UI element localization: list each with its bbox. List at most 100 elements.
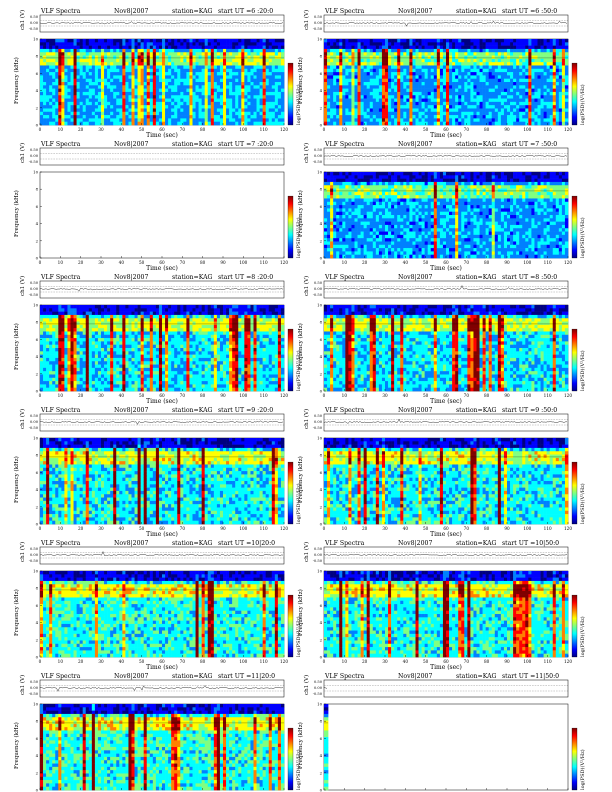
- spectrogram-cell: [95, 99, 98, 103]
- spectrogram-cell: [52, 108, 55, 112]
- spectrogram-cell: [138, 102, 141, 106]
- spectrogram-cell: [107, 115, 110, 119]
- spectrogram-cell: [104, 108, 107, 112]
- spectrogram-cell: [101, 52, 104, 56]
- spectrogram-cell: [95, 75, 98, 79]
- spectrogram-cell: [211, 118, 214, 122]
- spectrogram-cell: [49, 65, 52, 69]
- spectrogram-cell: [122, 46, 125, 50]
- spectrogram-cell: [119, 108, 122, 112]
- spectrogram-cell: [40, 72, 43, 76]
- spectrogram-cell: [80, 49, 83, 53]
- spectrogram-cell: [159, 82, 162, 86]
- spectrogram-cell: [77, 65, 80, 69]
- spectrogram-cell: [125, 59, 128, 63]
- spectrogram-cell: [46, 85, 49, 89]
- spectrogram-cell: [92, 39, 95, 43]
- spectrogram-cell: [238, 49, 241, 53]
- spectrogram-cell: [138, 85, 141, 89]
- spectrogram-cell: [89, 99, 92, 103]
- spectrogram-cell: [132, 112, 135, 116]
- spectrogram-cell: [71, 115, 74, 119]
- spectrogram-cell: [113, 46, 116, 50]
- spectrogram-cell: [74, 46, 77, 50]
- spectrogram-cell: [144, 42, 147, 46]
- spectrogram-cell: [202, 65, 205, 69]
- spectrogram-cell: [95, 79, 98, 83]
- spectrogram-cell: [89, 65, 92, 69]
- spectrogram-cell: [74, 39, 77, 43]
- spectrogram-cell: [138, 95, 141, 99]
- spectrogram-cell: [119, 62, 122, 66]
- spectrogram-cell: [89, 49, 92, 53]
- spectrogram-cell: [58, 99, 61, 103]
- spectrogram-cell: [83, 118, 86, 122]
- spectrogram-cell: [113, 99, 116, 103]
- spectrogram-cell: [132, 82, 135, 86]
- spectrogram-cell: [162, 49, 165, 53]
- spectrogram-cell: [235, 89, 238, 93]
- spectrogram-cell: [186, 115, 189, 119]
- spectrogram-cell: [186, 56, 189, 60]
- spectrogram-cell: [40, 118, 43, 122]
- spectrogram-cell: [162, 56, 165, 60]
- spectrogram-cell: [232, 85, 235, 89]
- spectrogram-cell: [141, 118, 144, 122]
- spectrogram-cell: [153, 62, 156, 66]
- spectrogram-cell: [86, 89, 89, 93]
- spectrogram-cell: [183, 115, 186, 119]
- spectrogram-cell: [92, 122, 95, 126]
- spectrogram-cell: [147, 49, 150, 53]
- spectrogram-cell: [211, 95, 214, 99]
- spectrogram-cell: [189, 92, 192, 96]
- spectrogram-cell: [132, 89, 135, 93]
- spectrogram-cell: [98, 46, 101, 50]
- spectrogram-cell: [43, 46, 46, 50]
- spectrogram-cell: [223, 95, 226, 99]
- spectrogram-cell: [168, 118, 171, 122]
- spectrogram-cell: [116, 69, 119, 73]
- spectrogram-cell: [199, 56, 202, 60]
- spectrogram-cell: [141, 62, 144, 66]
- spectrogram-cell: [174, 115, 177, 119]
- spectrogram-cell: [80, 95, 83, 99]
- spectrogram-cell: [205, 62, 208, 66]
- spectrogram-cell: [159, 52, 162, 56]
- spectrogram-cell: [80, 99, 83, 103]
- spectrogram-cell: [40, 92, 43, 96]
- spectrogram-cell: [110, 89, 113, 93]
- spectrogram-cell: [144, 105, 147, 109]
- spectrogram-cell: [168, 69, 171, 73]
- spectrogram-cell: [46, 105, 49, 109]
- spectrogram-cell: [244, 46, 247, 50]
- spectrogram-cell: [98, 82, 101, 86]
- spectrogram-cell: [171, 46, 174, 50]
- spectrogram-cell: [183, 69, 186, 73]
- spectrogram-cell: [95, 59, 98, 63]
- spectrogram-cell: [205, 92, 208, 96]
- spectrogram-cell: [52, 39, 55, 43]
- spectrogram-cell: [122, 49, 125, 53]
- spectrogram-cell: [162, 52, 165, 56]
- spectrogram-cell: [40, 112, 43, 116]
- spectrogram-cell: [125, 62, 128, 66]
- spectrogram-cell: [98, 49, 101, 53]
- spectrogram-cell: [83, 42, 86, 46]
- spectrogram-cell: [71, 62, 74, 66]
- spectrogram-cell: [153, 39, 156, 43]
- spectrogram-cell: [156, 59, 159, 63]
- spectrogram-cell: [141, 79, 144, 83]
- spectrogram-cell: [180, 46, 183, 50]
- spectrogram-cell: [132, 122, 135, 126]
- spectrogram-cell: [183, 79, 186, 83]
- spectrogram-cell: [180, 75, 183, 79]
- spectrogram-cell: [132, 59, 135, 63]
- spectrogram-cell: [113, 69, 116, 73]
- spectrogram-cell: [159, 89, 162, 93]
- spectrogram-cell: [80, 52, 83, 56]
- spectrogram-cell: [226, 108, 229, 112]
- spectrogram-cell: [186, 39, 189, 43]
- spectrogram-cell: [101, 69, 104, 73]
- spectrogram-cell: [199, 108, 202, 112]
- spectrogram-cell: [229, 82, 232, 86]
